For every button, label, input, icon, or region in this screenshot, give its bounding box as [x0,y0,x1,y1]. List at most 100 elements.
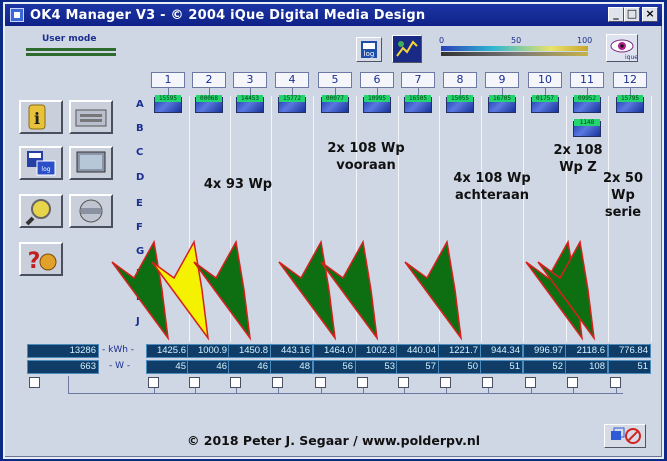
pv-panel[interactable]: 09952 [573,95,601,117]
annotation-93wp: 4x 93 Wp [203,177,273,192]
inverter-button[interactable] [69,100,113,134]
kwh-value: 1464.0 [313,344,356,358]
grid-line [439,96,440,342]
status-arrow [525,239,584,341]
pv-panel[interactable]: 14453 [236,95,264,117]
maximize-button[interactable]: □ [624,7,640,22]
column-checkbox[interactable] [315,377,326,388]
pv-panel[interactable]: 00077 [321,95,349,117]
kwh-value: 1425.6 [146,344,189,358]
pv-panel[interactable]: 15595 [154,95,182,117]
column-checkbox[interactable] [272,377,283,388]
column-stem [292,88,293,98]
svg-text:i: i [34,109,40,128]
pv-panel[interactable]: 10995 [363,95,391,117]
panel-serial: 14453 [237,95,263,102]
help-button[interactable]: ? [19,242,63,276]
panel-serial: 15595 [155,95,181,102]
svg-text:?: ? [28,249,41,274]
watt-value: 108 [565,360,608,374]
column-header[interactable]: 12 [613,72,647,88]
status-arrow [404,239,463,341]
grid-line [608,96,609,342]
column-header[interactable]: 9 [485,72,519,88]
status-arrow [278,239,337,341]
watt-value: 52 [523,360,566,374]
column-header[interactable]: 5 [318,72,352,88]
annotation-achteraan: 4x 108 Wp achteraan [453,171,531,203]
pv-panel[interactable]: 16705 [488,95,516,117]
search-button[interactable] [19,194,63,228]
column-header[interactable]: 11 [570,72,604,88]
status-button[interactable] [604,424,646,448]
column-checkbox[interactable] [610,377,621,388]
device-icon [75,109,107,127]
column-header[interactable]: 8 [443,72,477,88]
column-header[interactable]: 10 [528,72,562,88]
total-kwh: 13286 [27,344,99,358]
bracket-tick [531,388,532,394]
pv-panel[interactable]: 15772 [278,95,306,117]
row-label: I [136,292,140,303]
column-checkbox[interactable] [148,377,159,388]
grid-line [651,96,652,342]
scale-tick: 100 [577,36,593,45]
settings-button[interactable] [69,194,113,228]
column-checkbox[interactable] [357,377,368,388]
pv-panel[interactable]: 15055 [446,95,474,117]
column-header[interactable]: 3 [233,72,267,88]
log-button[interactable]: log [356,37,382,62]
info-button[interactable]: i [19,100,63,134]
save-log-button[interactable]: log [19,146,63,180]
svg-text:log: log [41,166,50,173]
w-unit: - W - [109,361,131,371]
copyright: © 2018 Peter J. Segaar / www.polderpv.nl [186,433,481,448]
column-stem [460,88,461,98]
bracket-tick [446,388,447,394]
column-header[interactable]: 2 [192,72,226,88]
title-bar[interactable]: OK4 Manager V3 - © 2004 iQue Digital Med… [5,4,662,26]
column-header[interactable]: 7 [401,72,435,88]
graph-button[interactable] [392,35,422,63]
bracket-tick [404,388,405,394]
kwh-unit: - kWh - [102,345,135,355]
magnifier-icon [25,199,51,226]
column-stem [168,88,169,98]
pv-panel[interactable]: 16505 [404,95,432,117]
column-checkbox[interactable] [440,377,451,388]
column-checkbox[interactable] [189,377,200,388]
kwh-value: 2118.6 [565,344,608,358]
pv-panel[interactable]: 1148 [573,119,601,141]
kwh-value: 1002.8 [355,344,398,358]
column-header[interactable]: 6 [360,72,394,88]
column-checkbox[interactable] [398,377,409,388]
total-checkbox[interactable] [29,377,40,388]
logo-label: ique [625,54,637,61]
row-label: G [136,246,145,257]
close-button[interactable]: × [642,7,658,22]
column-header[interactable]: 4 [275,72,309,88]
bracket-tick [154,388,155,394]
column-header[interactable]: 1 [151,72,185,88]
column-stem [630,88,631,98]
watt-value: 57 [396,360,439,374]
minimize-button[interactable]: _ [608,7,624,22]
grid-line [230,96,231,342]
ique-logo: ique [606,34,638,62]
column-checkbox[interactable] [567,377,578,388]
kwh-value: 1450.8 [228,344,271,358]
bracket-tick [278,388,279,394]
display-button[interactable] [69,146,113,180]
pv-panel[interactable]: 01757 [531,95,559,117]
annotation-serie: 2x 50 Wp serie [602,171,644,220]
row-label: C [136,147,144,158]
row-label: J [136,316,140,327]
pv-panel[interactable]: 00068 [195,95,223,117]
watt-value: 48 [270,360,313,374]
pv-panel[interactable]: 15795 [616,95,644,117]
grid-line [481,96,482,342]
column-checkbox[interactable] [482,377,493,388]
column-checkbox[interactable] [230,377,241,388]
column-checkbox[interactable] [525,377,536,388]
bracket-tick [573,388,574,394]
